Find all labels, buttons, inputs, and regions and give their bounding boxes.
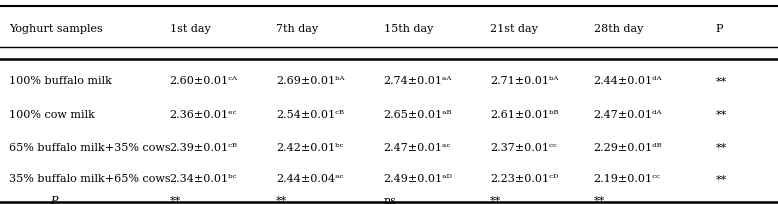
Text: 2.36±0.01ᵉᶜ: 2.36±0.01ᵉᶜ (170, 110, 237, 120)
Text: 15th day: 15th day (384, 24, 433, 34)
Text: 2.19±0.01ᶜᶜ: 2.19±0.01ᶜᶜ (594, 174, 661, 184)
Text: **: ** (716, 174, 727, 184)
Text: P: P (716, 24, 724, 34)
Text: 100% cow milk: 100% cow milk (9, 110, 95, 120)
Text: 65% buffalo milk+35% cows: 65% buffalo milk+35% cows (9, 143, 171, 153)
Text: 2.42±0.01ᵇᶜ: 2.42±0.01ᵇᶜ (276, 143, 344, 153)
Text: 100% buffalo milk: 100% buffalo milk (9, 76, 112, 86)
Text: **: ** (490, 196, 501, 204)
Text: 2.71±0.01ᵇᴬ: 2.71±0.01ᵇᴬ (490, 76, 559, 86)
Text: 21st day: 21st day (490, 24, 538, 34)
Text: P: P (51, 196, 58, 204)
Text: 2.47±0.01ᵈᴬ: 2.47±0.01ᵈᴬ (594, 110, 662, 120)
Text: 2.34±0.01ᵇᶜ: 2.34±0.01ᵇᶜ (170, 174, 237, 184)
Text: 2.44±0.04ᵃᶜ: 2.44±0.04ᵃᶜ (276, 174, 344, 184)
Text: 2.39±0.01ᶜᴮ: 2.39±0.01ᶜᴮ (170, 143, 237, 153)
Text: **: ** (170, 196, 180, 204)
Text: 2.54±0.01ᶜᴮ: 2.54±0.01ᶜᴮ (276, 110, 344, 120)
Text: 2.65±0.01ᵃᴮ: 2.65±0.01ᵃᴮ (384, 110, 452, 120)
Text: 2.29±0.01ᵈᴮ: 2.29±0.01ᵈᴮ (594, 143, 662, 153)
Text: 2.44±0.01ᵈᴬ: 2.44±0.01ᵈᴬ (594, 76, 662, 86)
Text: 2.69±0.01ᵇᴬ: 2.69±0.01ᵇᴬ (276, 76, 345, 86)
Text: 1st day: 1st day (170, 24, 210, 34)
Text: 2.74±0.01ᵃᴬ: 2.74±0.01ᵃᴬ (384, 76, 452, 86)
Text: 2.47±0.01ᵃᶜ: 2.47±0.01ᵃᶜ (384, 143, 450, 153)
Text: 2.23±0.01ᶜᴰ: 2.23±0.01ᶜᴰ (490, 174, 559, 184)
Text: **: ** (594, 196, 605, 204)
Text: Yoghurt samples: Yoghurt samples (9, 24, 103, 34)
Text: **: ** (716, 110, 727, 120)
Text: 35% buffalo milk+65% cows: 35% buffalo milk+65% cows (9, 174, 171, 184)
Text: **: ** (716, 76, 727, 86)
Text: 2.37±0.01ᶜᶜ: 2.37±0.01ᶜᶜ (490, 143, 557, 153)
Text: 7th day: 7th day (276, 24, 318, 34)
Text: **: ** (716, 143, 727, 153)
Text: **: ** (276, 196, 287, 204)
Text: ns: ns (384, 196, 397, 204)
Text: 2.49±0.01ᵃᴰ: 2.49±0.01ᵃᴰ (384, 174, 453, 184)
Text: 2.61±0.01ᵇᴮ: 2.61±0.01ᵇᴮ (490, 110, 559, 120)
Text: 2.60±0.01ᶜᴬ: 2.60±0.01ᶜᴬ (170, 76, 237, 86)
Text: 28th day: 28th day (594, 24, 643, 34)
